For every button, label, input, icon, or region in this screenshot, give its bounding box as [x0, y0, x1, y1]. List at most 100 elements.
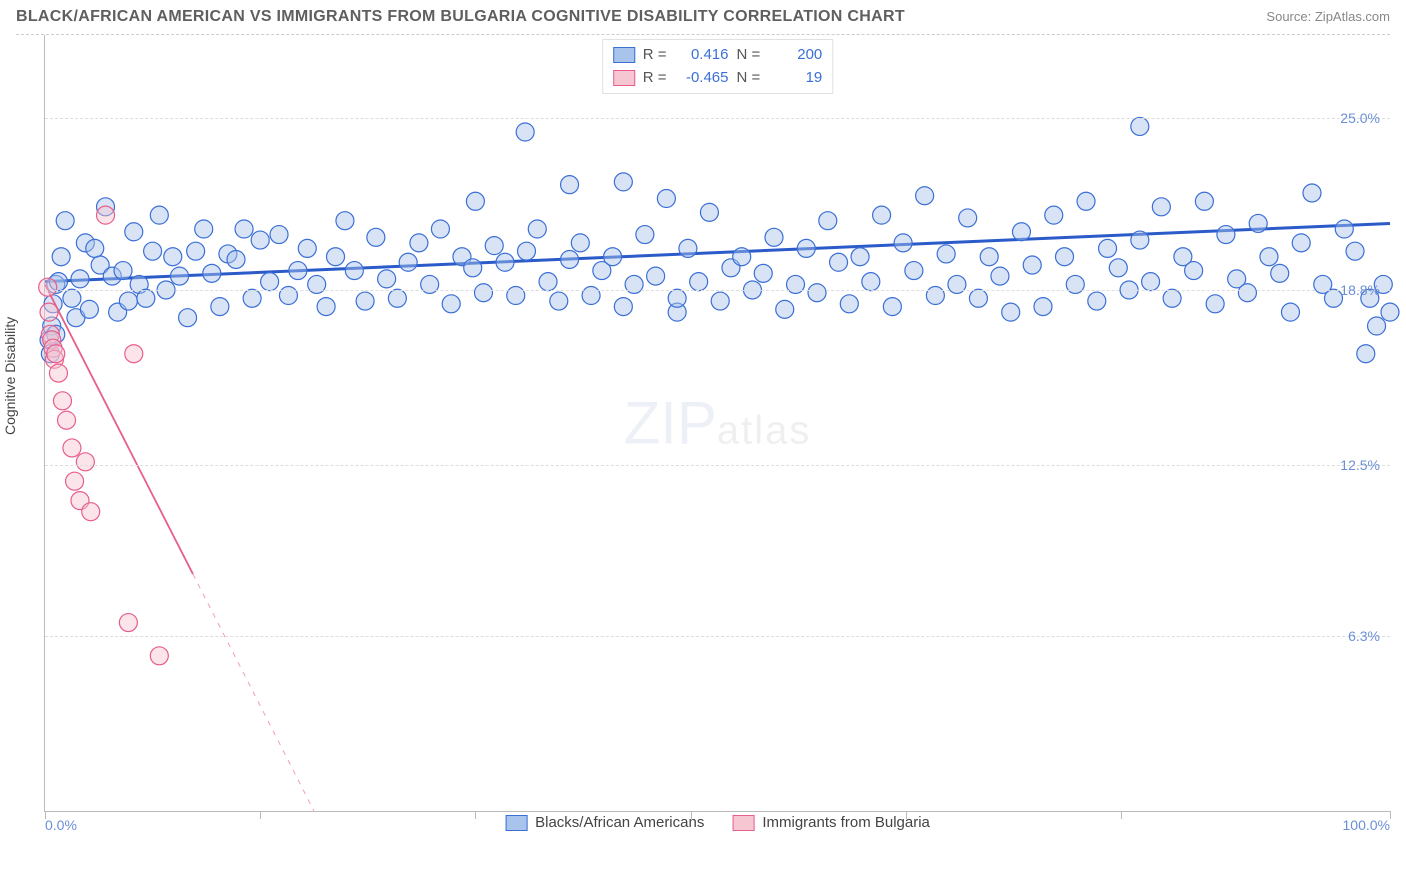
data-point [614, 173, 632, 191]
data-point [1217, 226, 1235, 244]
x-tick [1121, 811, 1122, 819]
data-point [862, 273, 880, 291]
data-point [1131, 117, 1149, 135]
data-point [614, 298, 632, 316]
data-point [571, 234, 589, 252]
gridline [45, 636, 1390, 637]
legend-swatch [613, 70, 635, 86]
data-point [1195, 192, 1213, 210]
data-point [668, 289, 686, 307]
x-tick [906, 811, 907, 819]
data-point [53, 392, 71, 410]
data-point [905, 262, 923, 280]
data-point [539, 273, 557, 291]
legend-swatch [732, 815, 754, 831]
data-point [550, 292, 568, 310]
correlation-legend: R =0.416N =200R =-0.465N =19 [602, 39, 834, 94]
data-point [56, 212, 74, 230]
data-point [1260, 248, 1278, 266]
n-value: 19 [768, 67, 822, 90]
data-point [119, 292, 137, 310]
data-point [1238, 284, 1256, 302]
data-point [66, 472, 84, 490]
data-point [164, 248, 182, 266]
data-point [980, 248, 998, 266]
legend-row: R =-0.465N =19 [613, 67, 823, 90]
data-point [1077, 192, 1095, 210]
data-point [71, 270, 89, 288]
data-point [171, 267, 189, 285]
data-point [969, 289, 987, 307]
n-label: N = [737, 67, 761, 90]
data-point [187, 242, 205, 260]
data-point [235, 220, 253, 238]
data-point [119, 614, 137, 632]
data-point [636, 226, 654, 244]
data-point [1163, 289, 1181, 307]
data-point [1131, 231, 1149, 249]
x-tick-label: 0.0% [45, 817, 77, 833]
data-point [47, 345, 65, 363]
data-point [797, 239, 815, 257]
data-point [700, 203, 718, 221]
data-point [959, 209, 977, 227]
data-point [808, 284, 826, 302]
data-point [937, 245, 955, 263]
page-title: BLACK/AFRICAN AMERICAN VS IMMIGRANTS FRO… [16, 8, 905, 26]
data-point [125, 345, 143, 363]
data-point [76, 453, 94, 471]
data-point [261, 273, 279, 291]
data-point [1088, 292, 1106, 310]
gridline [45, 118, 1390, 119]
scatter-svg [45, 35, 1390, 811]
data-point [345, 262, 363, 280]
data-point [317, 298, 335, 316]
legend-item: Blacks/African Americans [505, 814, 704, 831]
legend-swatch [505, 815, 527, 831]
gridline [45, 290, 1390, 291]
n-label: N = [737, 44, 761, 67]
data-point [1381, 303, 1399, 321]
data-point [916, 187, 934, 205]
data-point [1357, 345, 1375, 363]
data-point [1152, 198, 1170, 216]
data-point [496, 253, 514, 271]
data-point [179, 309, 197, 327]
legend-label: Immigrants from Bulgaria [762, 814, 930, 831]
y-tick-label: 25.0% [1340, 110, 1380, 126]
data-point [819, 212, 837, 230]
data-point [466, 192, 484, 210]
data-point [58, 411, 76, 429]
data-point [356, 292, 374, 310]
data-point [144, 242, 162, 260]
data-point [711, 292, 729, 310]
data-point [388, 289, 406, 307]
data-point [561, 176, 579, 194]
data-point [227, 250, 245, 268]
r-value: -0.465 [675, 67, 729, 90]
data-point [830, 253, 848, 271]
data-point [211, 298, 229, 316]
data-point [1012, 223, 1030, 241]
data-point [1292, 234, 1310, 252]
y-tick-label: 6.3% [1348, 628, 1380, 644]
data-point [840, 295, 858, 313]
gridline [45, 465, 1390, 466]
data-point [367, 228, 385, 246]
data-point [1368, 317, 1386, 335]
x-tick [691, 811, 692, 819]
data-point [442, 295, 460, 313]
data-point [485, 237, 503, 255]
data-point [1109, 259, 1127, 277]
r-label: R = [643, 44, 667, 67]
data-point [1045, 206, 1063, 224]
n-value: 200 [768, 44, 822, 67]
data-point [528, 220, 546, 238]
data-point [150, 647, 168, 665]
r-value: 0.416 [675, 44, 729, 67]
data-point [1249, 214, 1267, 232]
data-point [991, 267, 1009, 285]
data-point [1281, 303, 1299, 321]
data-point [604, 248, 622, 266]
data-point [647, 267, 665, 285]
